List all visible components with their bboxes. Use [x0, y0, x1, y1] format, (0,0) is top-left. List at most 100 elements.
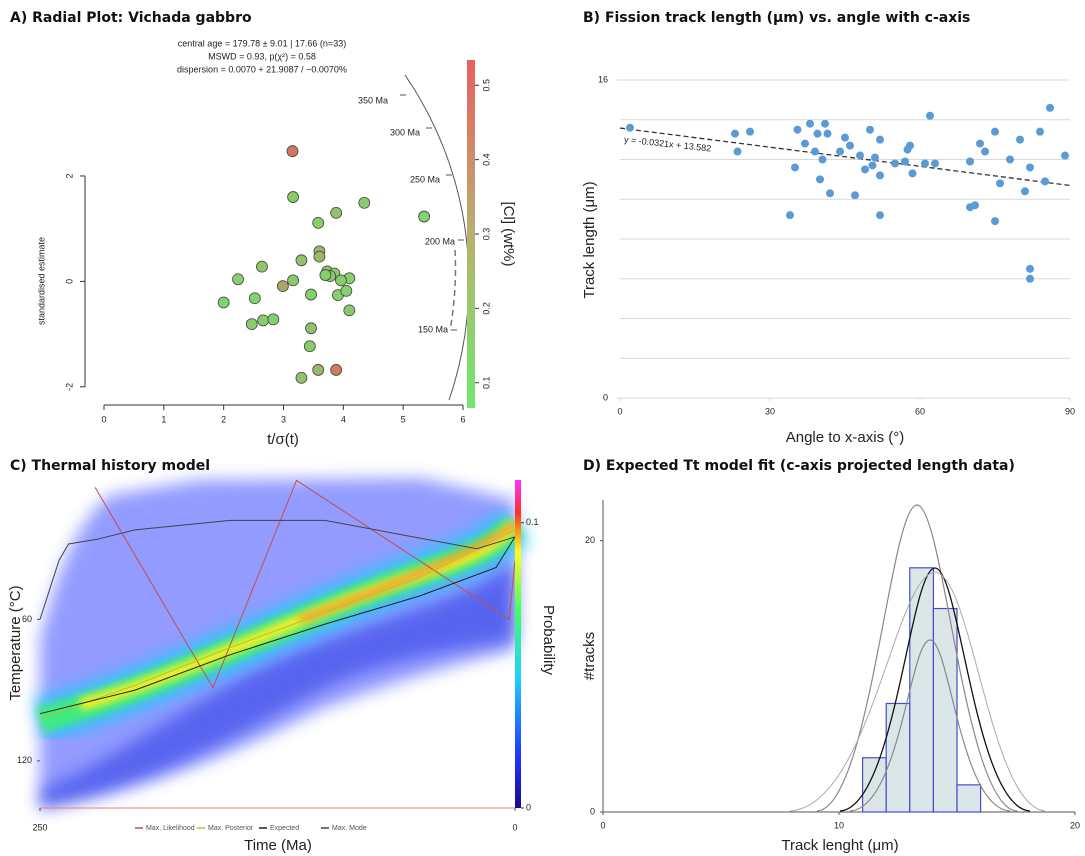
data-point: [746, 127, 754, 136]
colorbar-tick-label: 0.1: [526, 517, 539, 527]
x-tick-label: 0: [101, 414, 106, 424]
panel-title: A) Radial Plot: Vichada gabbro: [10, 10, 252, 26]
data-point: [966, 157, 974, 166]
colorbar-tick-label: 0.2: [481, 302, 491, 315]
x-axis-label: t/σ(t): [267, 431, 299, 448]
data-point: [1026, 274, 1034, 283]
x-tick-label: 20: [1070, 820, 1080, 830]
data-point: [305, 322, 317, 335]
data-point: [733, 147, 742, 156]
x-tick-label: 1: [161, 414, 166, 424]
data-point: [866, 125, 874, 134]
legend-label: Max. Posterior: [208, 825, 254, 832]
y-axis-label: standardised estimate: [36, 237, 46, 325]
y-tick-label: 2: [64, 173, 74, 178]
data-point: [295, 371, 308, 384]
data-point: [295, 254, 308, 267]
data-point: [976, 139, 984, 148]
data-point: [305, 288, 317, 301]
colorbar-tick-label: 0.3: [481, 228, 491, 241]
annotation: MSWD = 0.93, p(χ²) = 0.58: [208, 51, 316, 61]
x-tick-label: 10: [834, 820, 844, 830]
y-axis-label: Temperature (°C): [7, 585, 24, 700]
trend-line: [619, 127, 1071, 187]
data-point: [996, 179, 1004, 188]
data-point: [786, 211, 794, 220]
colorbar: [515, 480, 521, 808]
x-tick-label: 30: [765, 406, 775, 416]
data-point: [257, 314, 270, 327]
data-point: [217, 296, 230, 309]
data-point: [826, 189, 834, 198]
data-point: [330, 364, 343, 376]
arc-label: 300 Ma: [390, 127, 420, 137]
arc-label: 150 Ma: [418, 324, 448, 334]
data-point: [793, 125, 802, 134]
arc-label: 350 Ma: [358, 95, 388, 105]
histogram-bar: [932, 607, 958, 813]
x-axis-label: Angle to x-axis (°): [786, 429, 905, 446]
data-point: [303, 340, 316, 353]
series-line: [94, 479, 516, 689]
data-point: [868, 161, 877, 170]
y-tick-label: 0: [603, 392, 608, 402]
data-point: [313, 250, 326, 263]
x-axis-label: Time (Ma): [244, 837, 312, 854]
colorbar-tick-label: 0.1: [481, 376, 491, 389]
data-point: [871, 153, 879, 162]
data-point: [626, 123, 634, 132]
data-point: [312, 364, 325, 376]
histogram-bar: [956, 784, 982, 813]
series-line: [39, 529, 516, 719]
y-tick-label: 60: [22, 614, 32, 624]
data-point: [846, 141, 854, 150]
trend-label: y = -0.0321x + 13.582: [624, 134, 712, 153]
y-tick-label: 16: [598, 74, 608, 84]
data-point: [821, 119, 829, 128]
data-point: [931, 159, 939, 168]
data-point: [1036, 127, 1044, 136]
colorbar-label: Probability: [540, 605, 557, 676]
model-curves: [789, 504, 1046, 812]
y-tick-label: 0: [64, 279, 74, 284]
data-point: [981, 147, 989, 156]
data-point: [841, 133, 849, 142]
legend-label: Max. Mode: [332, 825, 367, 832]
x-tick-label: 90: [1065, 406, 1075, 416]
data-point: [926, 111, 934, 120]
data-point: [340, 284, 353, 297]
legend-label: Max. Likelihood: [146, 825, 195, 832]
data-point: [816, 175, 824, 184]
data-point: [287, 274, 299, 287]
data-point: [813, 129, 822, 138]
data-point: [806, 119, 814, 128]
data-point: [1016, 135, 1024, 144]
y-axis-label: #tracks: [581, 632, 598, 680]
data-point: [1021, 187, 1029, 196]
colorbar-tick-label: 0: [526, 802, 531, 812]
data-point: [823, 129, 832, 138]
data-point: [818, 155, 827, 164]
data-point: [991, 127, 999, 136]
x-tick-label: 5: [401, 414, 406, 424]
data-point: [851, 191, 859, 200]
data-point: [891, 159, 899, 168]
annotation: dispersion = 0.0070 + 21.9087 / −0.0070%: [177, 64, 347, 74]
data-point: [876, 135, 884, 144]
data-point: [343, 304, 356, 317]
data-point: [312, 216, 325, 229]
data-point: [232, 273, 244, 286]
data-point: [801, 139, 809, 148]
panel-title: D) Expected Tt model fit (c-axis project…: [583, 458, 1015, 474]
data-point: [971, 201, 979, 210]
colorbar-label: [Cl] (wt%): [500, 202, 517, 267]
arc-label: 200 Ma: [425, 236, 455, 246]
data-point: [319, 269, 332, 281]
data-point: [906, 141, 914, 150]
data-point: [856, 151, 864, 160]
radial-arc-inner: [449, 249, 457, 331]
data-point: [921, 159, 929, 168]
data-point: [1041, 177, 1049, 186]
data-point: [876, 211, 884, 220]
